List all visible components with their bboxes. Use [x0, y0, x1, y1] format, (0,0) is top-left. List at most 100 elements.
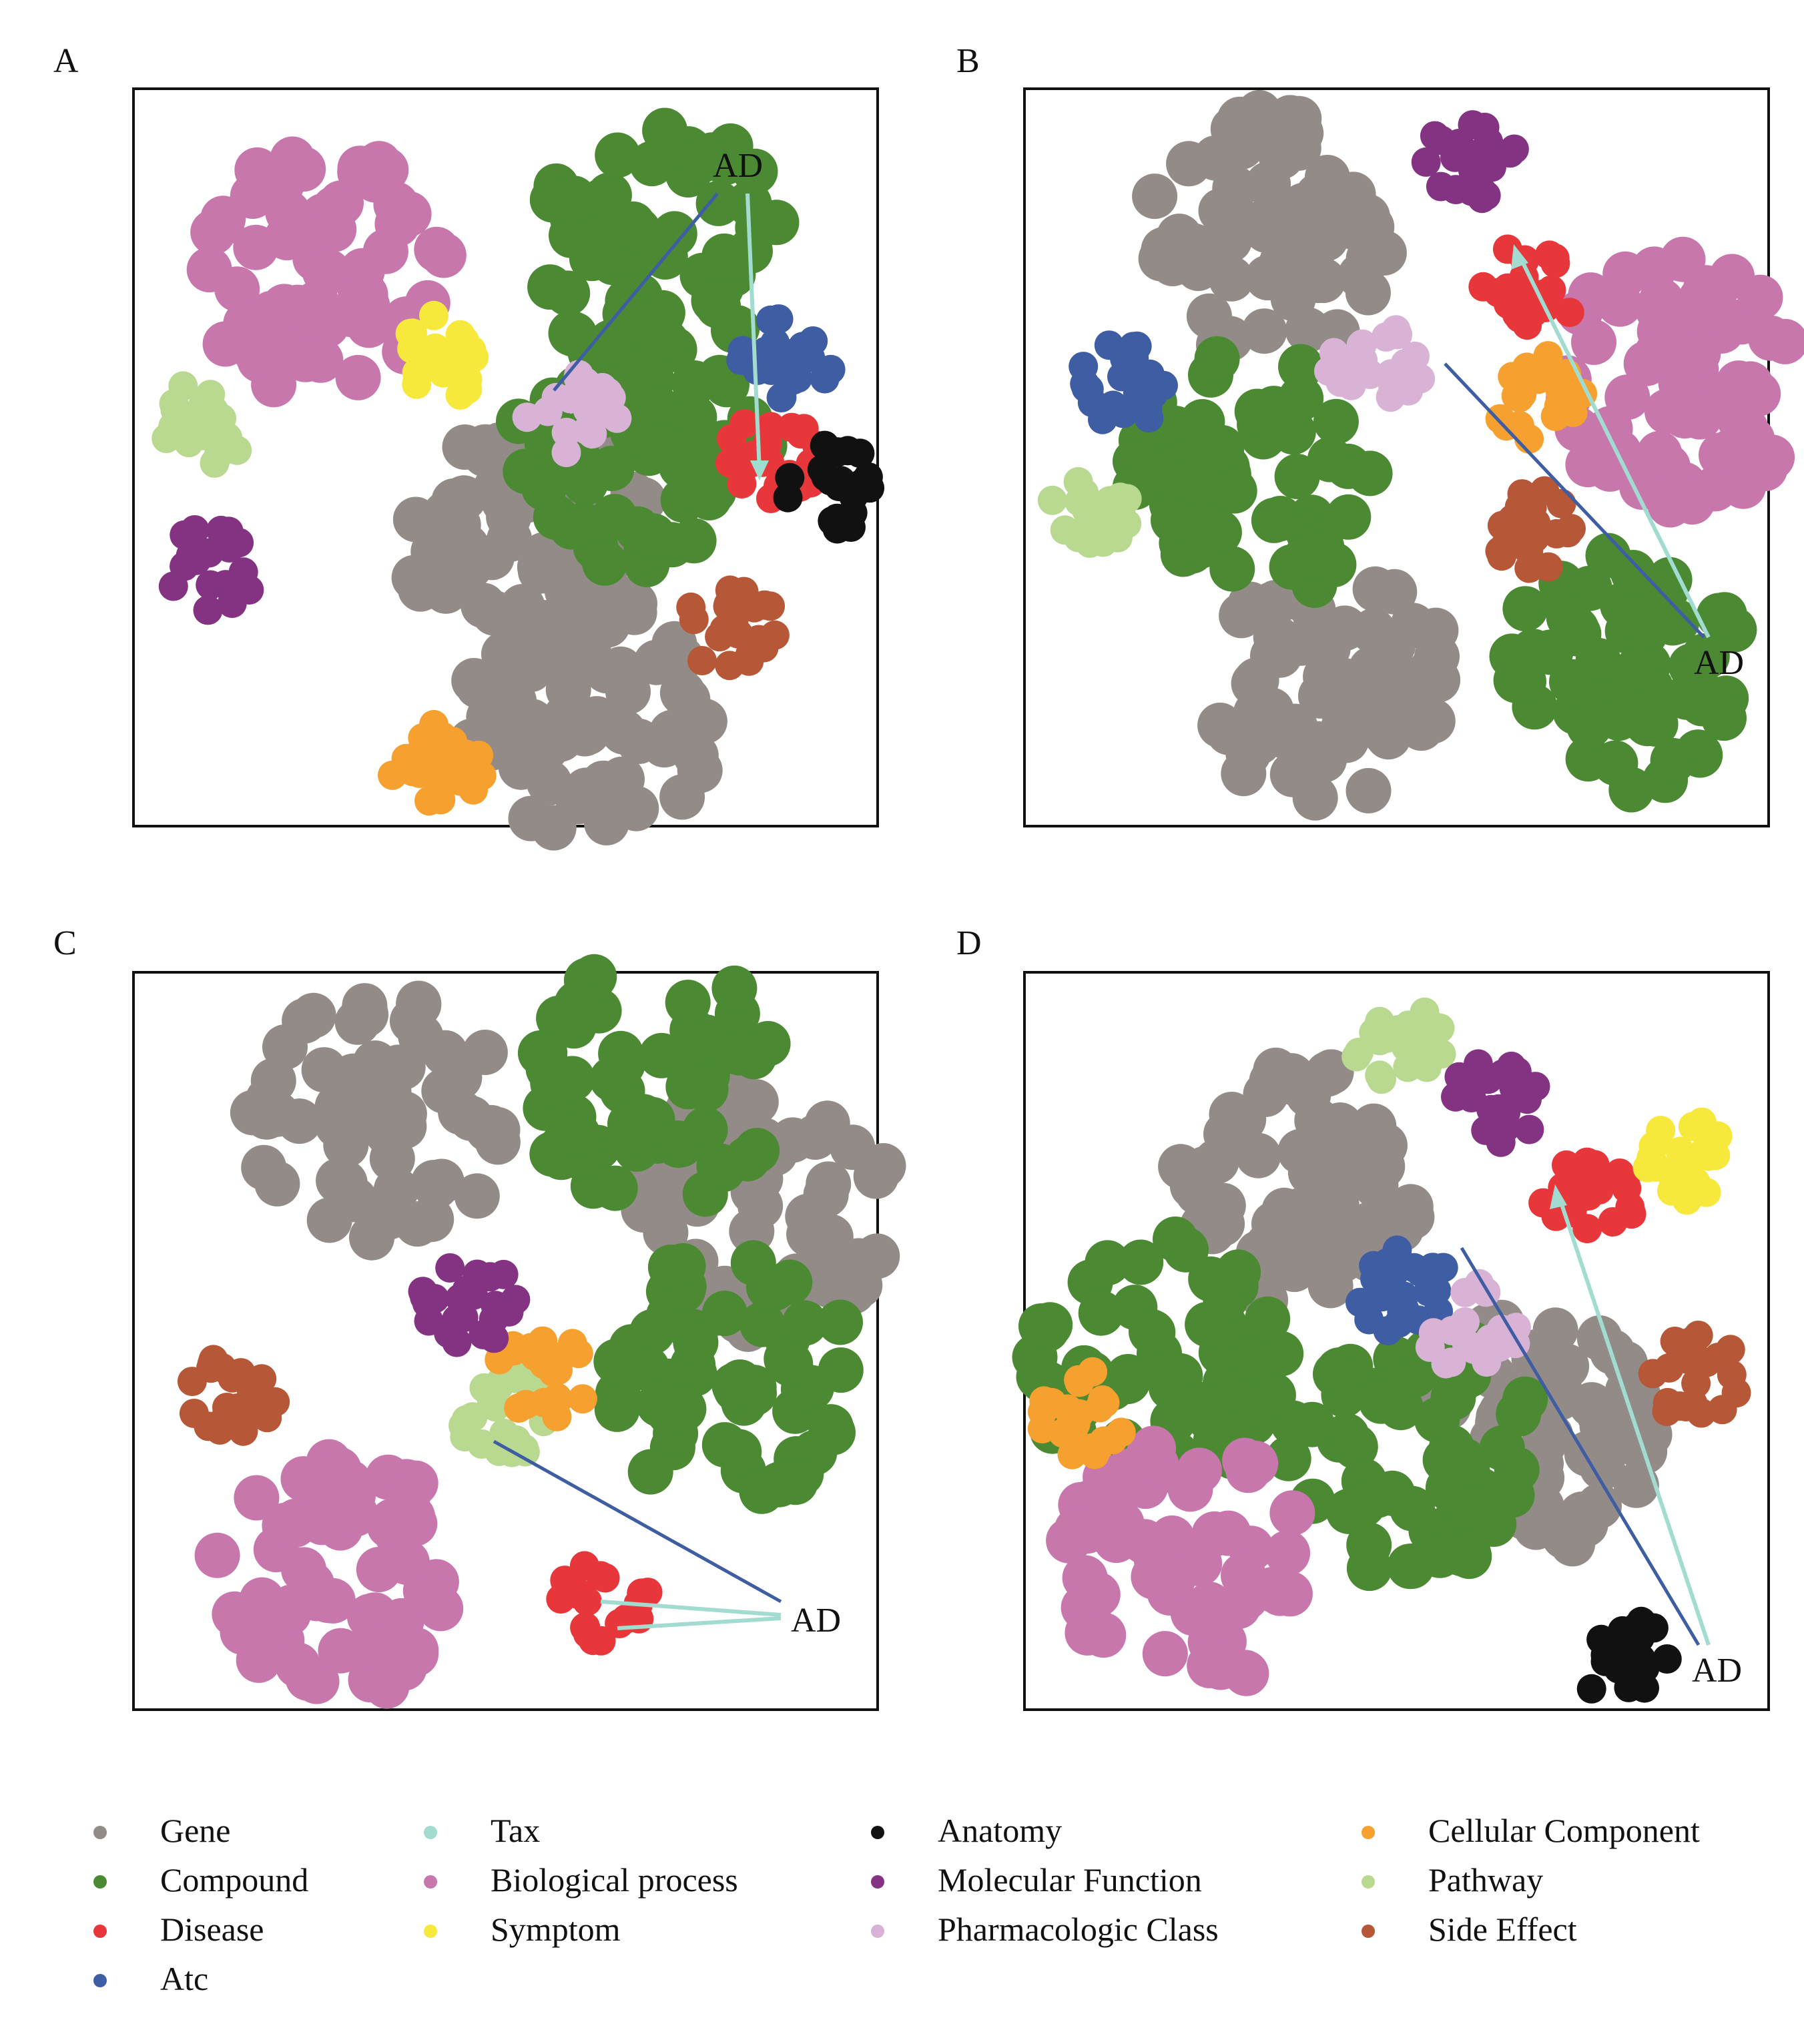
ad-arrow-line: [617, 1616, 782, 1630]
cluster-anatomy: [773, 430, 885, 544]
point: [701, 1291, 747, 1337]
point: [1151, 1556, 1196, 1602]
point: [306, 1197, 352, 1243]
cluster-molecular-function: [408, 1253, 531, 1357]
point: [770, 1117, 816, 1163]
point: [786, 419, 816, 449]
point: [1265, 1530, 1311, 1576]
point: [1196, 509, 1242, 555]
point: [1528, 629, 1574, 675]
point: [1245, 1296, 1291, 1342]
point: [1064, 1508, 1110, 1554]
point: [202, 321, 248, 367]
point: [1610, 1168, 1640, 1198]
point: [588, 319, 633, 365]
point: [438, 1089, 484, 1135]
point: [193, 595, 223, 625]
point: [594, 1386, 640, 1432]
point: [1075, 1572, 1121, 1618]
point: [1354, 1305, 1384, 1335]
point: [1365, 1060, 1395, 1090]
point: [555, 1111, 601, 1157]
point: [1585, 533, 1631, 579]
cluster-anatomy: [1576, 1606, 1682, 1704]
point: [182, 545, 212, 575]
cluster-atc: [1345, 1235, 1458, 1346]
point: [605, 669, 651, 715]
point: [1579, 1445, 1625, 1490]
cluster-side-effect: [177, 1345, 290, 1446]
point: [749, 590, 780, 620]
panel-label: C: [53, 924, 77, 962]
cluster-cellular-component: [1027, 1357, 1136, 1469]
point: [1742, 446, 1788, 492]
point: [426, 349, 457, 379]
point: [818, 1347, 864, 1393]
point: [214, 266, 260, 312]
point: [1709, 254, 1755, 300]
legend-marker: [871, 1925, 884, 1938]
point: [810, 364, 840, 394]
legend-label: Side Effect: [1428, 1911, 1577, 1948]
point: [673, 733, 719, 779]
point: [464, 740, 494, 770]
point: [507, 647, 553, 693]
point: [1347, 329, 1378, 359]
point: [1607, 689, 1652, 735]
point: [1707, 1395, 1737, 1425]
point: [199, 200, 245, 246]
point: [1592, 740, 1638, 786]
point: [573, 1619, 603, 1649]
point: [583, 799, 629, 845]
point: [754, 200, 800, 246]
point: [1498, 362, 1528, 392]
point: [1626, 1644, 1656, 1674]
cluster-pathway: [152, 371, 252, 478]
point: [837, 1263, 883, 1308]
point: [1048, 1418, 1078, 1448]
point: [1313, 1351, 1358, 1397]
ad-arrow-line: [1516, 252, 1711, 639]
point: [1418, 1318, 1448, 1348]
point: [715, 448, 745, 478]
point: [1018, 1303, 1064, 1349]
point: [1669, 479, 1715, 525]
legend-label: Disease: [160, 1911, 264, 1948]
point: [1287, 1150, 1333, 1196]
point: [479, 1323, 509, 1353]
point: [599, 1041, 645, 1087]
point: [1305, 1051, 1351, 1097]
point: [1562, 1501, 1608, 1548]
point: [1604, 1654, 1634, 1684]
arrow-head: [1550, 1184, 1567, 1209]
point: [1272, 703, 1318, 749]
legend-marker: [424, 1875, 437, 1889]
cluster-pathway: [1341, 997, 1456, 1094]
point: [1426, 125, 1456, 155]
point: [1513, 1504, 1559, 1550]
point: [577, 419, 607, 449]
point: [504, 1393, 534, 1423]
point: [262, 1024, 308, 1070]
point: [713, 591, 743, 621]
point: [1681, 1369, 1711, 1398]
point: [1327, 668, 1373, 714]
point: [1605, 1368, 1650, 1413]
point: [1528, 1188, 1558, 1218]
point: [1372, 569, 1418, 615]
point: [521, 532, 567, 578]
ad-annotation: AD: [713, 147, 763, 185]
legend-label: Compound: [160, 1861, 308, 1899]
point: [1346, 1546, 1392, 1592]
cluster-pathway: [448, 1362, 559, 1467]
point: [1575, 637, 1621, 683]
point: [1296, 533, 1342, 579]
point: [1303, 216, 1349, 262]
cluster-compound: [1265, 1321, 1548, 1592]
point: [1251, 497, 1297, 543]
point: [1208, 256, 1254, 302]
point: [1351, 1103, 1397, 1149]
point: [1283, 1201, 1329, 1247]
point: [1345, 1203, 1391, 1249]
